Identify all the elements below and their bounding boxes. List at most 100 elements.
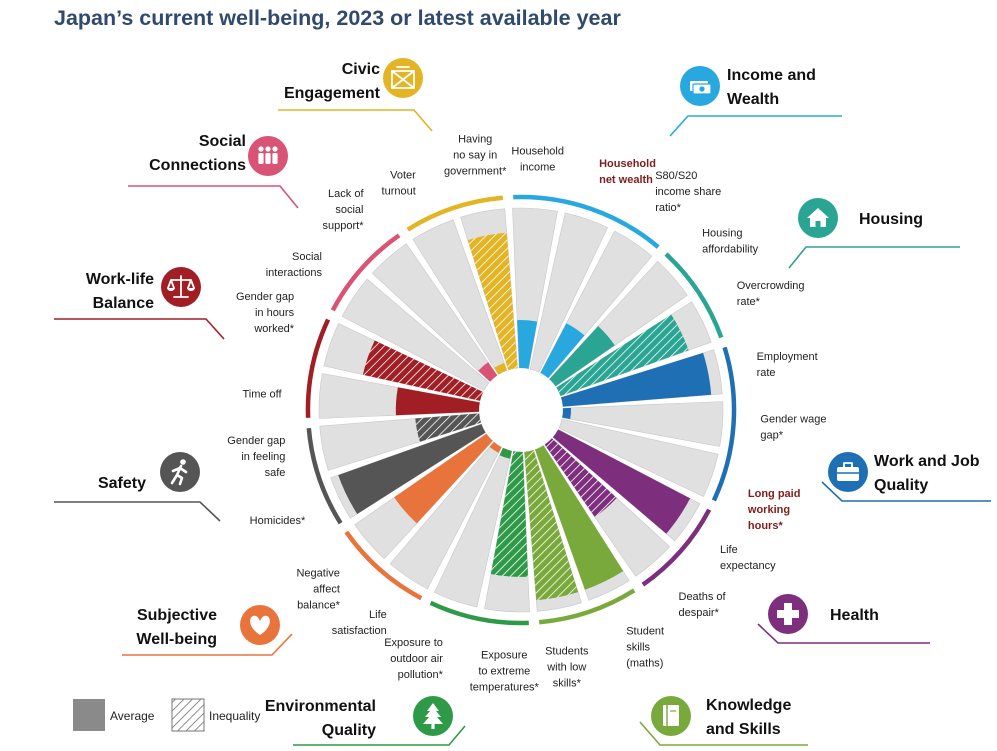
dimension-arc-work_job_quality <box>711 346 737 502</box>
indicator-bar-3 <box>548 260 688 387</box>
bar-background <box>558 418 719 497</box>
dimension-environmental_quality: Environmental Quality <box>265 696 466 746</box>
indicator-bar-14 <box>389 441 502 590</box>
dimension-social_connections: Social Connections <box>128 133 299 209</box>
bar-value <box>489 442 502 453</box>
bar-value <box>544 438 617 517</box>
people-icon <box>248 136 288 176</box>
bar-value <box>467 232 518 370</box>
indicator-bar-8 <box>552 429 701 542</box>
ballot-box-icon <box>383 58 423 98</box>
indicator-label: Household income <box>511 146 564 174</box>
indicator-label: Gender wage gap* <box>760 414 826 442</box>
indicator-bar-12 <box>484 450 530 613</box>
indicator-label: Overcrowding rate* <box>737 280 805 308</box>
callout-leader-line <box>54 318 225 340</box>
bar-value <box>394 433 493 524</box>
dimension-name: Housing <box>859 211 923 228</box>
indicator-bar-6 <box>561 401 724 447</box>
indicator-bar-5 <box>560 349 723 407</box>
dimension-arc-social_connections <box>330 233 401 312</box>
dimension-health: Health <box>757 594 930 644</box>
callout-leader-line <box>757 623 930 644</box>
callout-leader-line <box>122 633 293 656</box>
callout-leader-line <box>278 109 433 132</box>
indicator-label: Exposure to outdoor air pollution* <box>384 637 443 681</box>
bar-value <box>562 407 572 419</box>
callout-leader-line <box>128 185 299 209</box>
dimension-civic_engagement: Civic Engagement <box>278 58 433 132</box>
dimension-work_job_quality: Work and Job Quality <box>821 452 991 502</box>
indicator-bar-0 <box>512 207 558 370</box>
dimension-housing: Housing <box>788 198 960 269</box>
dimension-name: Safety <box>98 475 146 492</box>
callout-leader-line <box>788 246 960 269</box>
dimension-arc-environmental_quality <box>429 600 529 626</box>
dimension-work_life_balance: Work-life Balance <box>54 267 225 340</box>
dimension-name: Environmental Quality <box>265 698 376 739</box>
dimension-name: Income and Wealth <box>727 67 816 108</box>
legend: Average Inequality <box>73 698 260 732</box>
scales-icon <box>161 267 201 307</box>
bar-value <box>556 314 689 396</box>
tree-icon <box>413 696 453 736</box>
banknotes-icon <box>680 66 720 106</box>
bar-value <box>499 447 512 459</box>
dimension-name: Subjective Well-being <box>136 607 217 648</box>
indicator-bar-10 <box>534 445 630 601</box>
running-person-icon <box>160 452 200 492</box>
bar-background <box>434 447 513 608</box>
indicator-bar-21 <box>371 243 498 383</box>
callout-leader-line <box>821 481 991 502</box>
indicator-label: Voter turnout <box>382 169 417 197</box>
indicator-bar-7 <box>558 418 719 497</box>
bar-background <box>389 441 502 590</box>
indicator-label: Homicides* <box>250 515 306 527</box>
indicator-label: Life expectancy <box>720 544 776 572</box>
dimension-arc-housing <box>664 252 724 339</box>
indicator-label: Social interactions <box>266 251 323 279</box>
indicator-label: Lack of social support* <box>323 188 365 232</box>
indicator-label: Gender gap in hours worked* <box>236 291 295 335</box>
dimension-subjective_wellbeing: Subjective Well-being <box>122 605 293 656</box>
indicator-label: Gender gap in feeling safe <box>227 435 285 479</box>
indicator-label: Long paid working hours* <box>747 488 801 532</box>
callout-leader-line <box>669 115 842 137</box>
dimension-arc-work_life_balance <box>305 318 331 418</box>
bar-value <box>395 387 480 416</box>
bar-value <box>535 445 624 590</box>
legend-average-label: Average <box>110 709 155 723</box>
bar-background <box>529 212 608 373</box>
dimension-name: Civic Engagement <box>284 61 381 102</box>
indicator-label: Time off <box>242 388 282 400</box>
indicator-label: Students with low skills* <box>545 646 589 690</box>
dimension-name: Knowledge and Skills <box>706 697 791 738</box>
indicator-bar-1 <box>529 212 608 373</box>
bar-background <box>412 219 508 375</box>
indicator-label: Negative affect balance* <box>296 568 340 612</box>
legend-average-swatch <box>73 699 105 731</box>
dimension-arc-health <box>641 508 712 587</box>
indicator-bar-22 <box>412 219 508 375</box>
dimension-name: Social Connections <box>149 133 246 174</box>
dimension-arc-income_wealth <box>513 194 660 249</box>
indicator-label: Deaths of despair* <box>679 591 727 619</box>
bar-value <box>362 340 484 401</box>
indicator-label: Life satisfaction <box>332 609 387 637</box>
bar-background <box>341 278 490 391</box>
dimension-income_wealth: Income and Wealth <box>669 66 842 137</box>
dimension-name: Work-life Balance <box>86 271 154 312</box>
indicator-bar-9 <box>544 437 671 577</box>
bar-value <box>540 323 585 378</box>
bar-value <box>415 413 481 442</box>
book-icon <box>651 696 691 736</box>
indicator-bar-18 <box>318 373 481 419</box>
indicator-label: Exposure to extreme temperatures* <box>470 649 540 693</box>
legend-inequality-swatch <box>171 698 205 732</box>
bar-background <box>561 401 724 447</box>
chart-title: Japan’s current well-being, 2023 or late… <box>54 6 621 30</box>
indicator-label: Housing affordability <box>702 228 759 256</box>
indicator-bar-15 <box>354 433 494 560</box>
dimension-name: Work and Job Quality <box>874 453 980 494</box>
